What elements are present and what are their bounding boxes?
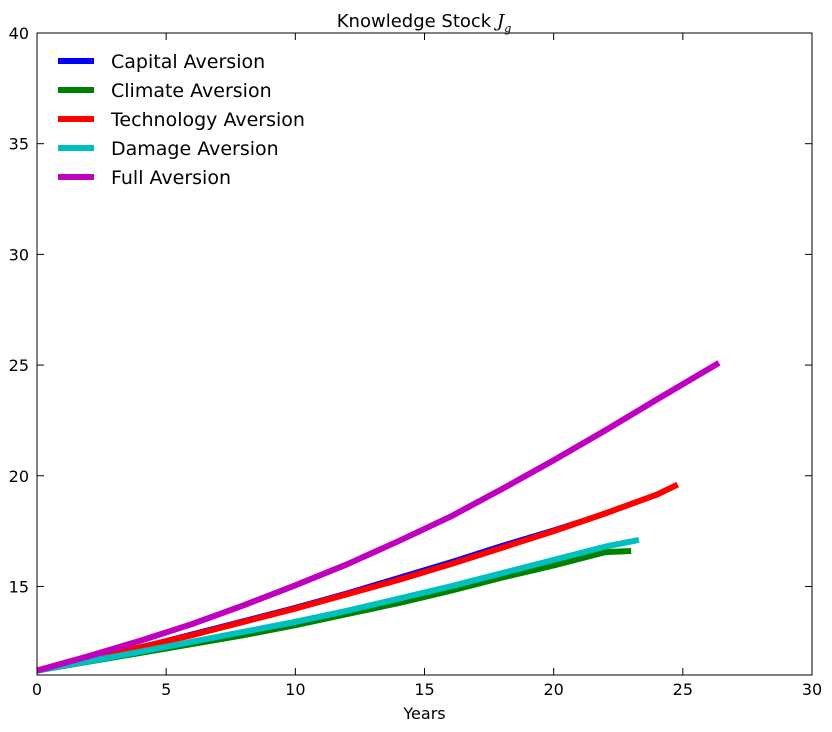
series-layer [36,360,721,674]
chart-title-text: Knowledge Stock [337,11,492,32]
y-tick-label: 40 [9,24,29,43]
series-line-technology-aversion [36,481,679,674]
y-tick-label: 25 [9,356,29,375]
y-tick-label: 15 [9,577,29,596]
x-tick-label: 0 [32,680,42,699]
x-tick-label: 15 [414,680,434,699]
y-tick-label: 35 [9,135,29,154]
legend-label: Technology Aversion [110,109,305,131]
y-tick-label: 20 [9,467,29,486]
x-axis: 0 5 10 15 20 25 30 [32,33,822,699]
x-axis-label: Years [402,704,445,723]
x-tick-label: 10 [285,680,305,699]
y-tick-label: 30 [9,245,29,264]
legend-label: Damage Aversion [111,138,279,160]
legend-label: Capital Aversion [111,51,265,73]
chart-title-math: J [493,11,506,32]
x-tick-label: 20 [543,680,563,699]
legend-label: Full Aversion [111,167,231,189]
legend: Capital Aversion Climate Aversion Technolo… [58,51,305,189]
x-tick-label: 5 [161,680,171,699]
legend-label: Climate Aversion [111,80,272,102]
series-line-damage-aversion [36,537,640,674]
x-tick-label: 25 [673,680,693,699]
chart-title-math-subscript: g [504,22,511,35]
series-line-full-aversion [36,360,721,674]
x-tick-label: 30 [802,680,822,699]
y-axis: 15 20 25 30 35 40 [9,24,812,596]
chart-title: Knowledge Stock Jg [337,11,512,35]
